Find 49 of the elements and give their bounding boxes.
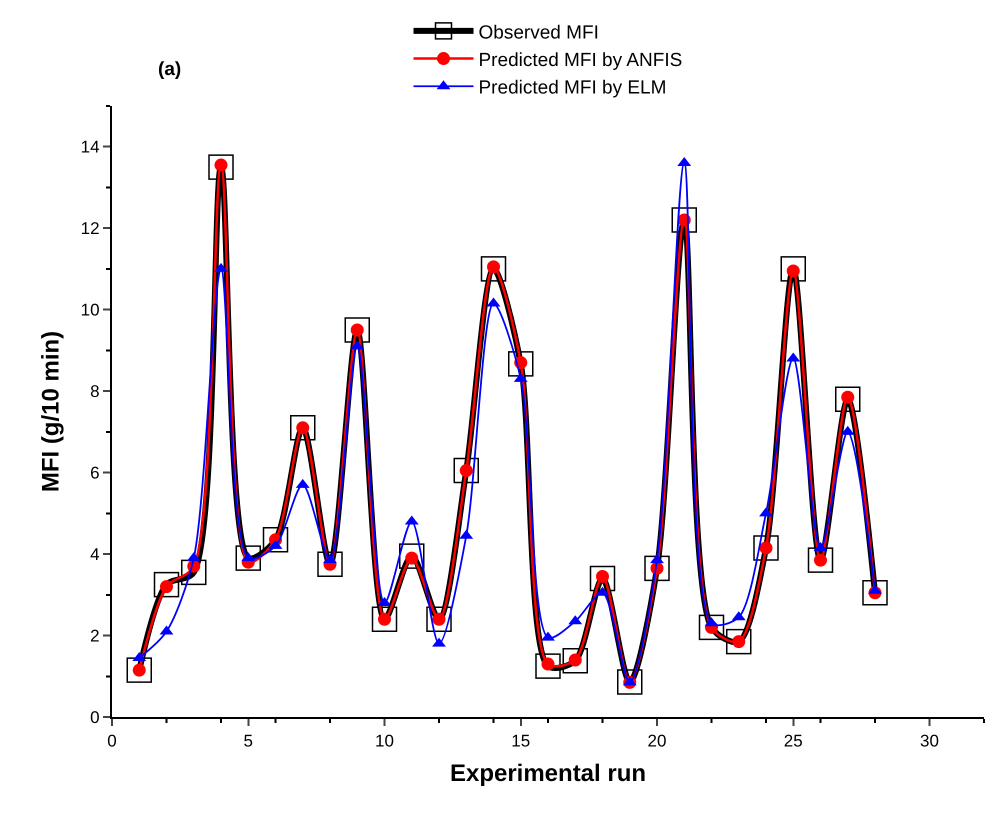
y-tick-label: 12 [80,219,100,238]
point [426,606,452,632]
legend-label: Predicted MFI by ANFIS [478,50,682,71]
x-tick-label: 5 [244,731,253,750]
point [236,545,261,571]
point [698,614,724,640]
y-tick-label: 0 [90,708,100,727]
point [154,572,180,598]
point [862,580,888,606]
point [726,628,752,654]
point [644,556,670,582]
point [508,351,534,377]
x-tick-label: 20 [648,731,666,750]
point [181,560,206,586]
point [562,648,588,674]
y-tick-label: 4 [90,545,100,564]
legend-label: Predicted MFI by ELM [478,78,666,99]
point [399,543,424,569]
point [262,527,288,553]
point [454,458,479,484]
point [590,566,616,592]
point [372,606,398,632]
point [480,256,506,282]
x-tick-label: 25 [784,731,803,750]
point [290,415,316,441]
x-tick-label: 30 [920,731,939,750]
y-tick-label: 10 [80,300,100,320]
point [617,669,642,695]
x-tick-label: 10 [375,731,394,750]
point [808,547,834,573]
point [780,256,806,282]
point [672,207,697,233]
legend-label: Observed MFI [478,22,599,44]
y-tick-label: 6 [90,464,100,483]
y-tick-label: 14 [80,138,100,157]
y-tick-label: 2 [90,626,100,646]
point [835,386,860,412]
y-axis-title: MFI (g/10 min) [37,330,64,492]
point [535,653,561,679]
x-axis-title: Experimental run [450,760,646,788]
y-tick-label: 8 [90,382,100,402]
x-tick-label: 0 [107,731,117,750]
point [208,154,234,180]
point [344,317,370,343]
point [753,535,779,561]
point [126,657,152,683]
point [317,552,343,577]
x-tick-label: 15 [511,731,530,750]
text: (a) [158,59,182,80]
